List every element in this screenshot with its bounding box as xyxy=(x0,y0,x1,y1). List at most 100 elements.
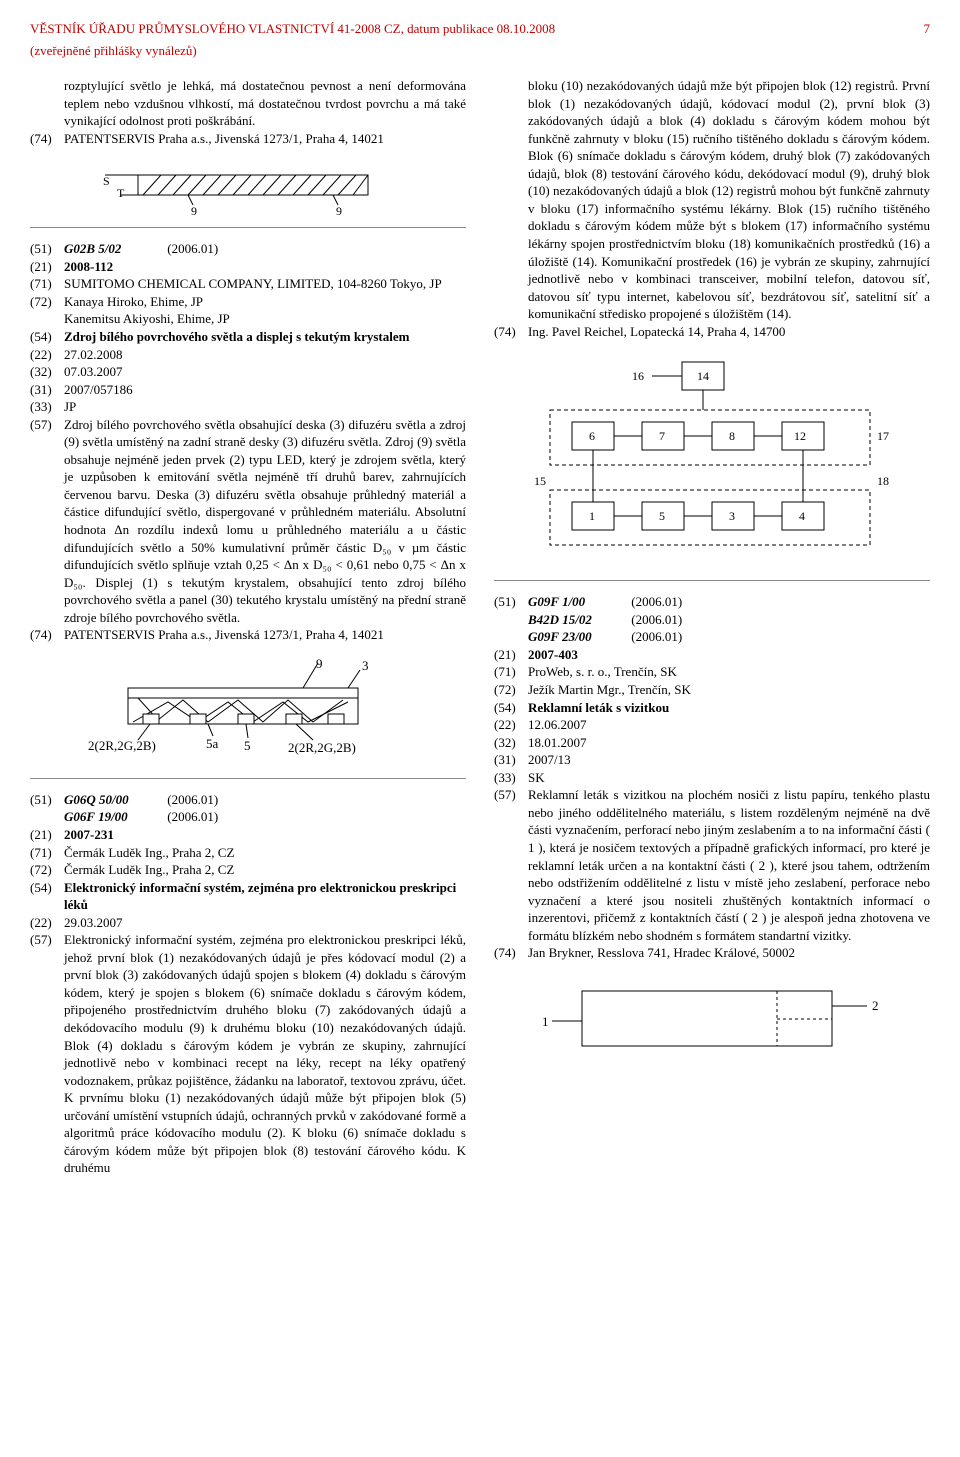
abstract: Zdroj bílého povrchového světla obsahují… xyxy=(64,416,466,627)
inid-74: (74) xyxy=(30,130,64,148)
ipc-class: G09F 23/00 xyxy=(528,628,628,646)
filing-date: 29.03.2007 xyxy=(64,914,466,932)
representative: PATENTSERVIS Praha a.s., Jivenská 1273/1… xyxy=(64,626,466,644)
continuation-paragraph: bloku (10) nezakódovaných údajů mže být … xyxy=(528,77,930,323)
inid-72: (72) xyxy=(30,293,64,328)
svg-text:8: 8 xyxy=(729,429,735,443)
inid-21: (21) xyxy=(30,826,64,844)
svg-text:9: 9 xyxy=(191,204,197,217)
priority-country: JP xyxy=(64,398,466,416)
figure-block-diagram: 14 16 17 6 7 8 12 15 18 1 5 3 4 xyxy=(532,350,892,570)
inventors: Kanaya Hiroko, Ehime, JP Kanemitsu Akiyo… xyxy=(64,293,466,328)
filing-date: 27.02.2008 xyxy=(64,346,466,364)
title: Elektronický informační systém, zejména … xyxy=(64,879,466,914)
inid-54: (54) xyxy=(30,328,64,346)
ipc-year: (2006.01) xyxy=(631,594,682,609)
inid-51: (51) xyxy=(30,791,64,809)
svg-text:4: 4 xyxy=(799,509,805,523)
title: Zdroj bílého povrchového světla a disple… xyxy=(64,328,466,346)
priority-number: 2007/057186 xyxy=(64,381,466,399)
inid-54: (54) xyxy=(494,699,528,717)
inventors: Čermák Luděk Ing., Praha 2, CZ xyxy=(64,861,466,879)
priority-date: 18.01.2007 xyxy=(528,734,930,752)
applicant: SUMITOMO CHEMICAL COMPANY, LIMITED, 104-… xyxy=(64,275,466,293)
patent-entry: (51) G09F 1/00 (2006.01) B42D 15/02 (200… xyxy=(494,593,930,961)
inid-51: (51) xyxy=(30,240,64,258)
inid-74: (74) xyxy=(494,323,528,341)
ipc-class: G06Q 50/00 xyxy=(64,791,164,809)
abstract: Elektronický informační systém, zejména … xyxy=(64,931,466,1177)
ipc-class: G09F 1/00 xyxy=(528,593,628,611)
page-number: 7 xyxy=(924,20,931,38)
inid-22: (22) xyxy=(30,346,64,364)
representative: PATENTSERVIS Praha a.s., Jivenská 1273/1… xyxy=(64,130,466,148)
application-number: 2008-112 xyxy=(64,258,466,276)
inid-72: (72) xyxy=(494,681,528,699)
svg-text:5: 5 xyxy=(244,738,251,753)
svg-text:14: 14 xyxy=(697,369,709,383)
representative: Ing. Pavel Reichel, Lopatecká 14, Praha … xyxy=(528,323,930,341)
inid-32: (32) xyxy=(494,734,528,752)
figure-led-module: 9 3 5a 5 2(2R,2G,2B) 2(2R,2G,2B) xyxy=(88,658,408,768)
ipc-year: (2006.01) xyxy=(167,809,218,824)
application-number: 2007-231 xyxy=(64,826,466,844)
svg-text:2: 2 xyxy=(872,998,879,1013)
ipc-class: G06F 19/00 xyxy=(64,808,164,826)
inid-31: (31) xyxy=(30,381,64,399)
svg-text:12: 12 xyxy=(794,429,806,443)
inid-33: (33) xyxy=(30,398,64,416)
svg-text:17: 17 xyxy=(877,429,889,443)
svg-text:5a: 5a xyxy=(206,736,219,751)
figure-leaflet: 1 2 xyxy=(532,976,892,1066)
applicant: ProWeb, s. r. o., Trenčín, SK xyxy=(528,663,930,681)
inid-33: (33) xyxy=(494,769,528,787)
svg-text:6: 6 xyxy=(589,429,595,443)
svg-text:16: 16 xyxy=(632,369,644,383)
inid-54: (54) xyxy=(30,879,64,914)
inid-72: (72) xyxy=(30,861,64,879)
svg-text:7: 7 xyxy=(659,429,665,443)
priority-date: 07.03.2007 xyxy=(64,363,466,381)
inid-74: (74) xyxy=(30,626,64,644)
ipc-year: (2006.01) xyxy=(631,612,682,627)
priority-country: SK xyxy=(528,769,930,787)
svg-text:3: 3 xyxy=(362,658,369,673)
svg-text:9: 9 xyxy=(336,204,342,217)
ipc-year: (2006.01) xyxy=(631,629,682,644)
svg-text:15: 15 xyxy=(534,474,546,488)
svg-text:1: 1 xyxy=(542,1014,549,1029)
right-column: bloku (10) nezakódovaných údajů mže být … xyxy=(494,77,930,1191)
inid-31: (31) xyxy=(494,751,528,769)
separator xyxy=(494,580,930,581)
continuation-paragraph: rozptylující světlo je lehká, má dostate… xyxy=(64,77,466,130)
ipc-year: (2006.01) xyxy=(167,792,218,807)
inid-71: (71) xyxy=(30,844,64,862)
svg-text:S: S xyxy=(103,174,110,188)
svg-text:2(2R,2G,2B): 2(2R,2G,2B) xyxy=(88,738,156,753)
svg-text:2(2R,2G,2B): 2(2R,2G,2B) xyxy=(288,740,356,755)
ipc-class: G02B 5/02 xyxy=(64,240,164,258)
inid-57: (57) xyxy=(494,786,528,944)
priority-number: 2007/13 xyxy=(528,751,930,769)
inid-21: (21) xyxy=(494,646,528,664)
header-text: VĚSTNÍK ÚŘADU PRŮMYSLOVÉHO VLASTNICTVÍ 4… xyxy=(30,21,555,36)
inid-74: (74) xyxy=(494,944,528,962)
patent-entry: (51) G02B 5/02 (2006.01) (21) 2008-112 (… xyxy=(30,240,466,644)
inid-32: (32) xyxy=(30,363,64,381)
filing-date: 12.06.2007 xyxy=(528,716,930,734)
inid-57: (57) xyxy=(30,931,64,1177)
inid-57: (57) xyxy=(30,416,64,627)
svg-text:9: 9 xyxy=(316,658,323,671)
bulletin-header: VĚSTNÍK ÚŘADU PRŮMYSLOVÉHO VLASTNICTVÍ 4… xyxy=(30,20,930,38)
inid-22: (22) xyxy=(494,716,528,734)
svg-text:T: T xyxy=(117,186,125,200)
application-number: 2007-403 xyxy=(528,646,930,664)
applicant: Čermák Luděk Ing., Praha 2, CZ xyxy=(64,844,466,862)
ipc-year: (2006.01) xyxy=(167,241,218,256)
separator xyxy=(30,778,466,779)
separator xyxy=(30,227,466,228)
inid-21: (21) xyxy=(30,258,64,276)
svg-text:3: 3 xyxy=(729,509,735,523)
abstract: Reklamní leták s vizitkou na plochém nos… xyxy=(528,786,930,944)
inid-51: (51) xyxy=(494,593,528,611)
